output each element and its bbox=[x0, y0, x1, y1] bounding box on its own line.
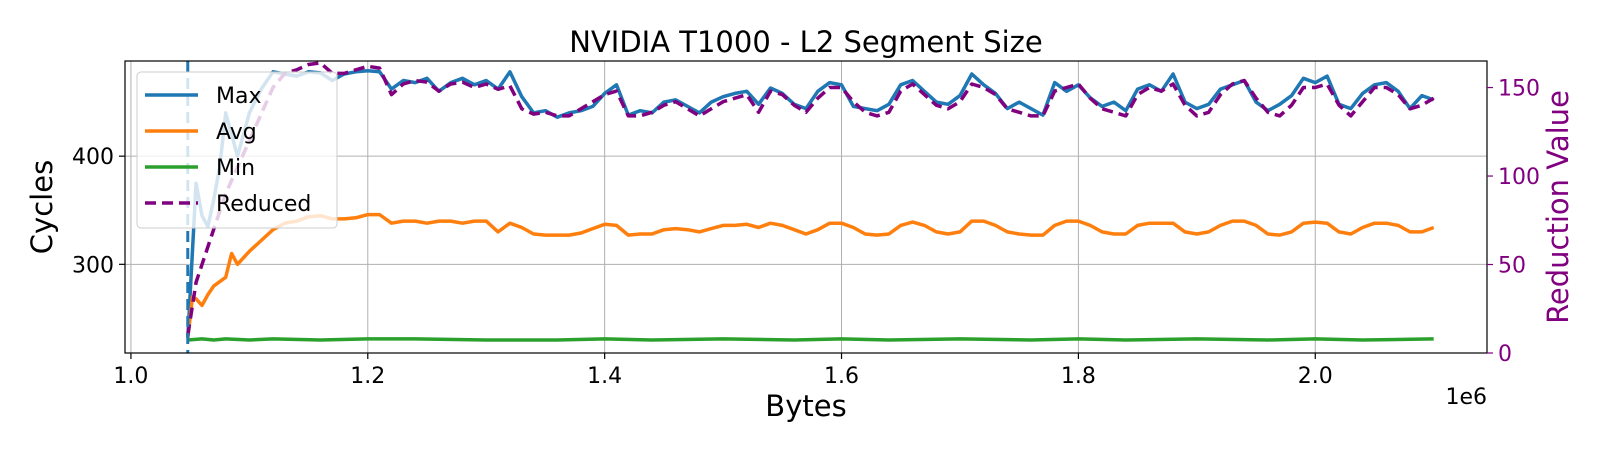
y2-tick-label: 0 bbox=[1498, 342, 1512, 367]
legend: Max Avg Min Reduced bbox=[136, 71, 338, 229]
legend-label-reduced: Reduced bbox=[216, 192, 311, 217]
series-line-avg bbox=[186, 212, 1435, 339]
y2-tick-label: 50 bbox=[1498, 254, 1526, 279]
x-tick-label: 1.6 bbox=[824, 364, 859, 389]
plot-frame bbox=[124, 60, 1488, 354]
series-line-min bbox=[187, 337, 1434, 342]
y2-tick-label: 100 bbox=[1498, 165, 1540, 190]
x-axis-offset-text: 1e6 bbox=[1445, 385, 1487, 410]
x-axis-label: Bytes bbox=[765, 389, 846, 423]
grid-lines bbox=[125, 61, 1487, 353]
y-tick-label: 300 bbox=[72, 253, 114, 278]
x-tick-label: 2.0 bbox=[1298, 364, 1333, 389]
legend-label-max: Max bbox=[216, 84, 261, 109]
x-axis: 1.0 1.2 1.4 1.6 1.8 2.0 bbox=[113, 353, 1333, 389]
chart-title: NVIDIA T1000 - L2 Segment Size bbox=[569, 25, 1043, 59]
y-tick-label: 400 bbox=[72, 145, 114, 170]
series-line-max bbox=[186, 68, 1435, 338]
legend-label-avg: Avg bbox=[216, 120, 257, 145]
y-axis-label: Cycles bbox=[25, 160, 59, 254]
x-tick-label: 1.4 bbox=[587, 364, 622, 389]
series-line-reduced bbox=[186, 61, 1435, 336]
x-tick-label: 1.8 bbox=[1061, 364, 1096, 389]
y2-axis-label: Reduction Value bbox=[1541, 90, 1575, 324]
y-axis-left: 300 400 bbox=[72, 145, 125, 278]
y2-tick-label: 150 bbox=[1498, 77, 1540, 102]
series-layer bbox=[186, 61, 1435, 353]
x-tick-label: 1.2 bbox=[350, 364, 385, 389]
y-axis-right: 0 50 100 150 bbox=[1487, 77, 1540, 367]
legend-frame bbox=[136, 71, 338, 229]
x-tick-label: 1.0 bbox=[113, 364, 148, 389]
legend-label-min: Min bbox=[216, 156, 255, 181]
